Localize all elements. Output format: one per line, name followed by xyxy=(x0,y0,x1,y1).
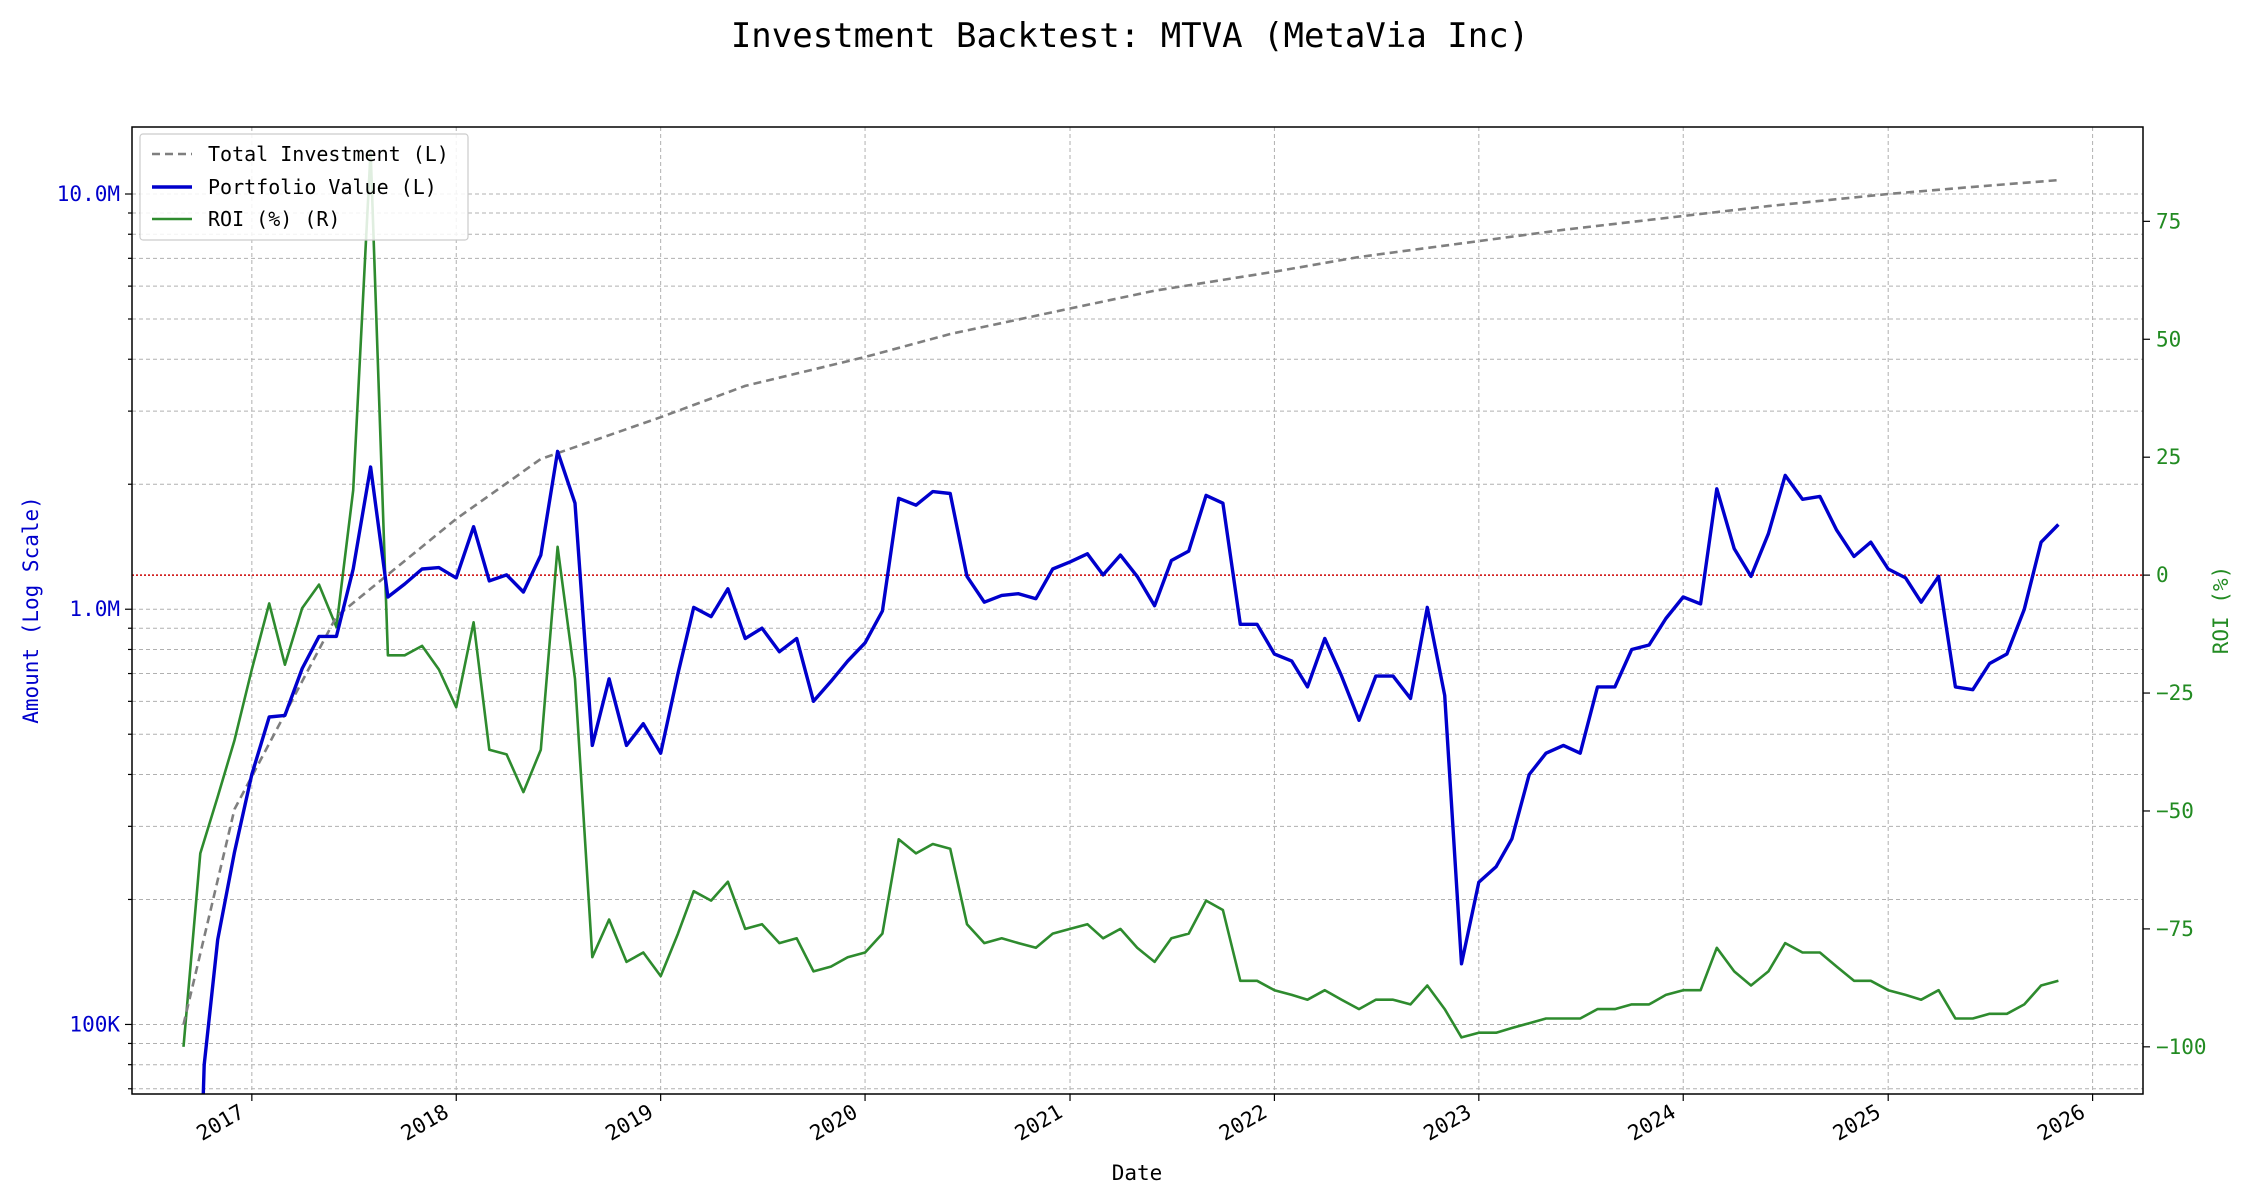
right-tick-label: 0 xyxy=(2156,563,2169,587)
right-y-axis-label: ROI (%) xyxy=(2209,566,2233,655)
left-tick-label: 10.0M xyxy=(57,182,120,206)
series-layer xyxy=(132,149,2143,1094)
left-tick-label: 1.0M xyxy=(69,597,120,621)
portfolio-value-line xyxy=(201,449,2060,1094)
right-tick-label: −25 xyxy=(2156,681,2194,705)
x-axis-label: Date xyxy=(1112,1161,1163,1185)
roi-line xyxy=(182,149,2059,1047)
chart-title: Investment Backtest: MTVA (MetaVia Inc) xyxy=(731,16,1529,56)
right-tick-label: 50 xyxy=(2156,327,2181,351)
right-tick-label: −75 xyxy=(2156,917,2194,941)
right-tick-label: 75 xyxy=(2156,209,2181,233)
left-tick-label: 100K xyxy=(69,1012,120,1036)
right-tick-label: −50 xyxy=(2156,799,2194,823)
right-tick-label: −100 xyxy=(2156,1035,2207,1059)
left-y-axis-label: Amount (Log Scale) xyxy=(19,496,43,724)
legend-label-investment: Total Investment (L) xyxy=(208,142,449,166)
legend: Total Investment (L) Portfolio Value (L)… xyxy=(139,133,469,241)
plot-frame xyxy=(131,126,2144,1095)
right-y-axis: −100 −75 −50 −25 0 25 50 75 xyxy=(2143,209,2207,1059)
legend-box xyxy=(139,133,469,241)
legend-label-roi: ROI (%) (R) xyxy=(208,207,340,231)
total-investment-line xyxy=(182,178,2059,1025)
right-tick-label: 25 xyxy=(2156,445,2181,469)
grid xyxy=(132,127,2143,1094)
legend-label-portfolio: Portfolio Value (L) xyxy=(208,175,437,199)
left-y-axis: 100K 1.0M 10.0M xyxy=(57,182,132,1090)
